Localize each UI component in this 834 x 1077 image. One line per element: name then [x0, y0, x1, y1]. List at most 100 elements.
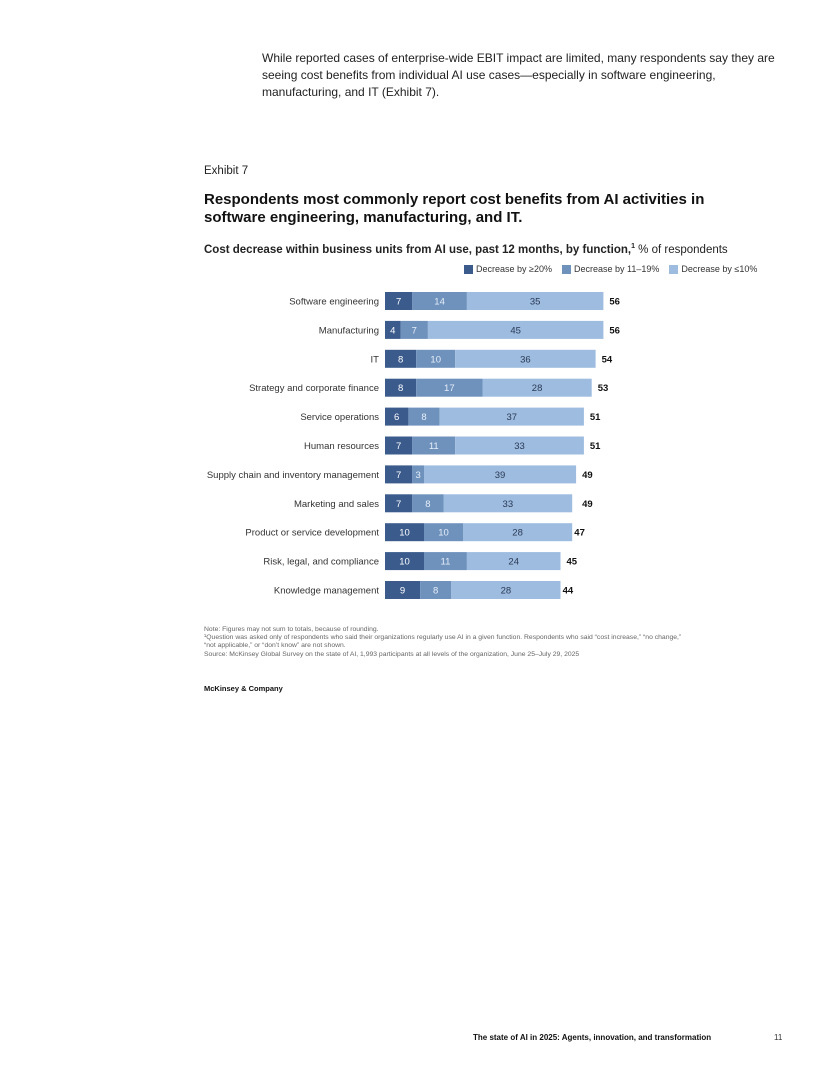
- category-label: Risk, legal, and compliance: [263, 557, 379, 568]
- bar-segment-mid: [420, 581, 452, 599]
- legend-label-light: Decrease by ≤10%: [681, 264, 758, 274]
- data-label-mid: 7: [412, 325, 417, 336]
- exhibit-label: Exhibit 7: [204, 165, 249, 177]
- category-label: Supply chain and inventory management: [207, 470, 380, 481]
- category-label: Knowledge management: [274, 586, 379, 597]
- bar-segment-dark: [385, 523, 424, 542]
- footnote-marker: 1: [631, 243, 635, 250]
- data-label-mid: 17: [444, 383, 455, 394]
- data-label-dark: 10: [399, 557, 410, 568]
- data-label-dark: 8: [398, 354, 403, 365]
- bar-segment-mid: [408, 407, 440, 426]
- intro-paragraph: While reported cases of enterprise-wide …: [262, 51, 775, 99]
- total-label: 51: [590, 441, 601, 452]
- total-label: 51: [590, 412, 601, 423]
- bar-segment-dark: [385, 349, 417, 368]
- category-label: Software engineering: [289, 297, 379, 308]
- data-label-mid: 10: [438, 528, 449, 539]
- data-label-light: 36: [520, 354, 531, 365]
- data-label-mid: 3: [416, 470, 421, 481]
- data-label-dark: 9: [400, 586, 405, 597]
- bar-segment-mid: [400, 320, 428, 339]
- category-label: Strategy and corporate finance: [249, 383, 379, 394]
- data-label-light: 37: [506, 412, 517, 423]
- data-label-dark: 4: [390, 325, 395, 336]
- bar-segment-light: [455, 349, 596, 368]
- legend-item-mid: Decrease by 11–19%: [561, 264, 660, 274]
- data-label-dark: 8: [398, 383, 403, 394]
- note-rounding: Note: Figures may not sum to totals, bec…: [204, 626, 379, 633]
- bar-segment-light: [451, 581, 561, 599]
- chart-subtitle: Cost decrease within business units from…: [204, 243, 794, 256]
- data-label-light: 39: [495, 470, 506, 481]
- data-label-dark: 10: [399, 528, 410, 539]
- note-footnote: ¹Question was asked only of respondents …: [204, 634, 682, 650]
- data-label-mid: 8: [433, 586, 438, 597]
- data-label-light: 24: [508, 557, 519, 568]
- total-label: 47: [574, 528, 585, 539]
- footer-report-title: The state of AI in 2025: Agents, innovat…: [473, 1033, 712, 1042]
- bar-segment-light: [427, 320, 604, 339]
- chart-subtitle-bold: Cost decrease within business units from…: [204, 243, 632, 256]
- chart-legend: Decrease by ≥20% Decrease by 11–19% Decr…: [464, 264, 757, 274]
- total-label: 49: [582, 470, 593, 481]
- data-label-light: 28: [512, 528, 523, 539]
- data-label-mid: 14: [434, 297, 445, 308]
- category-label: Manufacturing: [319, 325, 379, 336]
- total-label: 45: [567, 557, 578, 568]
- total-label: 49: [582, 499, 593, 510]
- bar-segment-mid: [412, 465, 424, 484]
- bar-segment-dark: [385, 552, 424, 571]
- data-label-light: 33: [514, 441, 525, 452]
- bar-segment-light: [482, 378, 592, 397]
- bar-chart: Software engineering 7 14 35 56 Manufacturing…: [207, 292, 620, 599]
- bar-segment-mid: [412, 494, 444, 513]
- total-label: 56: [609, 297, 620, 308]
- bar-segment-dark: [385, 494, 413, 513]
- data-label-mid: 11: [441, 557, 451, 568]
- chart-title: Respondents most commonly report cost be…: [204, 191, 705, 226]
- bar-segment-light: [443, 494, 573, 513]
- bar-segment-dark: [385, 378, 417, 397]
- data-label-mid: 10: [430, 354, 441, 365]
- total-label: 56: [609, 325, 620, 336]
- bar-segment-mid: [416, 349, 456, 368]
- brand-name: McKinsey & Company: [204, 684, 283, 693]
- legend-swatch-mid: [561, 264, 571, 274]
- data-label-light: 45: [510, 325, 521, 336]
- legend-item-dark: Decrease by ≥20%: [464, 264, 552, 274]
- legend-label-dark: Decrease by ≥20%: [476, 264, 552, 274]
- bar-segment-light: [439, 407, 584, 426]
- chart-subtitle-rest: % of respondents: [634, 243, 728, 256]
- bar-segment-dark: [385, 465, 413, 484]
- legend-label-mid: Decrease by 11–19%: [573, 264, 660, 274]
- data-label-dark: 6: [394, 412, 399, 423]
- legend-swatch-dark: [464, 264, 473, 274]
- category-label: IT: [371, 354, 380, 365]
- category-label: Product or service development: [245, 528, 379, 539]
- bar-segment-dark: [385, 320, 401, 339]
- data-label-light: 28: [532, 383, 543, 394]
- legend-swatch-light: [669, 264, 679, 274]
- chart-notes: Note: Figures may not sum to totals, bec…: [204, 626, 804, 659]
- category-label: Service operations: [300, 412, 379, 423]
- data-label-mid: 8: [421, 412, 426, 423]
- note-source: Source: McKinsey Global Survey on the st…: [204, 650, 580, 658]
- bar-segment-dark: [385, 407, 409, 426]
- bar-segment-mid: [412, 292, 467, 310]
- bar-segment-mid: [412, 436, 456, 455]
- total-label: 44: [563, 586, 574, 597]
- bar-segment-light: [463, 523, 573, 542]
- data-label-light: 35: [530, 297, 541, 308]
- bar-segment-light: [466, 552, 561, 571]
- data-label-dark: 7: [396, 470, 401, 481]
- legend-item-light: Decrease by ≤10%: [669, 264, 757, 274]
- bar-segment-light: [466, 292, 604, 310]
- bar-segment-dark: [385, 436, 413, 455]
- page-number: 11: [774, 1033, 783, 1042]
- category-label: Marketing and sales: [294, 499, 379, 510]
- bar-segment-mid: [416, 378, 483, 397]
- data-label-dark: 7: [396, 297, 401, 308]
- bar-segment-light: [455, 436, 584, 455]
- bar-segment-dark: [385, 581, 421, 599]
